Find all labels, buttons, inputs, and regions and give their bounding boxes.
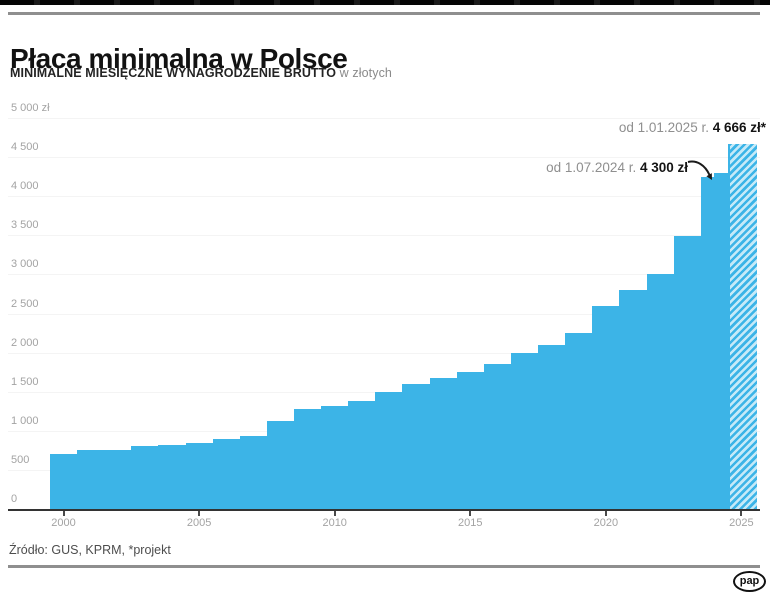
callout-2024-value: 4 300 zł — [639, 160, 688, 175]
x-tick-2020 — [604, 511, 607, 516]
bar-2011 — [348, 400, 376, 509]
x-tick-2010 — [333, 511, 336, 516]
x-axis-line — [8, 509, 760, 511]
bar-2008 — [266, 420, 295, 509]
x-tick-2025 — [740, 511, 743, 516]
bar-2004 — [158, 444, 186, 509]
top-border-strip — [0, 0, 770, 5]
y-label-3500: 3 500 — [11, 219, 39, 232]
y-label-3000: 3 000 — [11, 258, 39, 271]
y-label-4500: 4 500 — [11, 141, 39, 154]
bar-2016 — [483, 364, 512, 509]
chart-subtitle: MINIMALNE MIESIĘCZNE WYNAGRODZENIE BRUTT… — [10, 66, 392, 80]
y-label-1500: 1 500 — [11, 375, 39, 388]
callout-2025: od 1.01.2025 r. 4 666 zł* — [619, 120, 766, 135]
bar-2006 — [212, 438, 241, 509]
x-tick-2005 — [198, 511, 201, 516]
bar-2009 — [294, 409, 322, 509]
x-label-2015: 2015 — [458, 517, 483, 529]
bar-2007 — [239, 435, 268, 509]
page-title: Płaca minimalna w Polsce — [10, 42, 348, 74]
bar-2023 — [673, 236, 702, 509]
top-rule — [8, 12, 760, 15]
bar-2021 — [619, 290, 647, 509]
callout-arrow-icon — [687, 160, 712, 180]
bar-2005 — [185, 442, 214, 509]
bar-2002 — [104, 449, 132, 509]
bar-2001 — [77, 449, 105, 509]
bar-2020 — [592, 305, 620, 509]
bar-2019 — [565, 333, 593, 509]
y-label-0: 0 — [11, 493, 18, 505]
gridline-2500 — [8, 313, 760, 315]
callout-2024: od 1.07.2024 r. 4 300 zł — [546, 160, 688, 175]
bar-2010 — [321, 406, 349, 509]
bar-2003 — [131, 446, 159, 509]
x-tick-2015 — [469, 511, 472, 516]
gridline-3500 — [8, 235, 760, 237]
y-label-1000: 1 000 — [11, 414, 39, 427]
bar-2024-jan — [700, 177, 715, 509]
gridline-4000 — [8, 196, 760, 198]
y-label-2500: 2 500 — [11, 297, 39, 310]
bar-2012 — [375, 391, 403, 509]
chart-subtitle-bold: MINIMALNE MIESIĘCZNE WYNAGRODZENIE BRUTT… — [10, 66, 337, 80]
chart-subtitle-unit: w złotych — [336, 66, 392, 80]
bar-2013 — [402, 383, 430, 509]
y-label-4000: 4 000 — [11, 180, 39, 193]
y-label-5000: 5 000 zł — [11, 102, 50, 114]
bar-2017 — [510, 352, 539, 509]
bar-2022 — [646, 273, 675, 509]
x-label-2020: 2020 — [593, 517, 619, 529]
gridline-4500 — [8, 157, 760, 159]
x-label-2010: 2010 — [322, 517, 347, 529]
callout-2024-date: od 1.07.2024 r. — [546, 160, 640, 175]
x-label-2000: 2000 — [51, 517, 76, 529]
x-label-2005: 2005 — [186, 517, 212, 529]
pap-logo-text: pap — [739, 575, 760, 587]
bar-2025 — [727, 144, 757, 509]
bottom-rule — [8, 565, 760, 568]
gridline-5000 — [8, 118, 760, 119]
x-label-2025: 2025 — [729, 517, 754, 529]
gridline-3000 — [8, 274, 760, 276]
y-label-2000: 2 000 — [11, 336, 39, 349]
bar-2014 — [429, 377, 458, 509]
bar-2024-jul — [714, 172, 729, 509]
callout-2025-date: od 1.01.2025 r. — [618, 120, 713, 135]
x-tick-2000 — [62, 511, 65, 516]
y-label-500: 500 — [11, 453, 30, 466]
pap-logo: pap — [733, 571, 766, 592]
callout-2025-value: 4 666 zł* — [712, 120, 766, 135]
source-note: Źródło: GUS, KPRM, *projekt — [9, 543, 171, 557]
bar-2000 — [50, 454, 78, 509]
gridline-2000 — [8, 352, 760, 354]
bar-2015 — [456, 372, 485, 509]
bar-2018 — [538, 344, 566, 509]
